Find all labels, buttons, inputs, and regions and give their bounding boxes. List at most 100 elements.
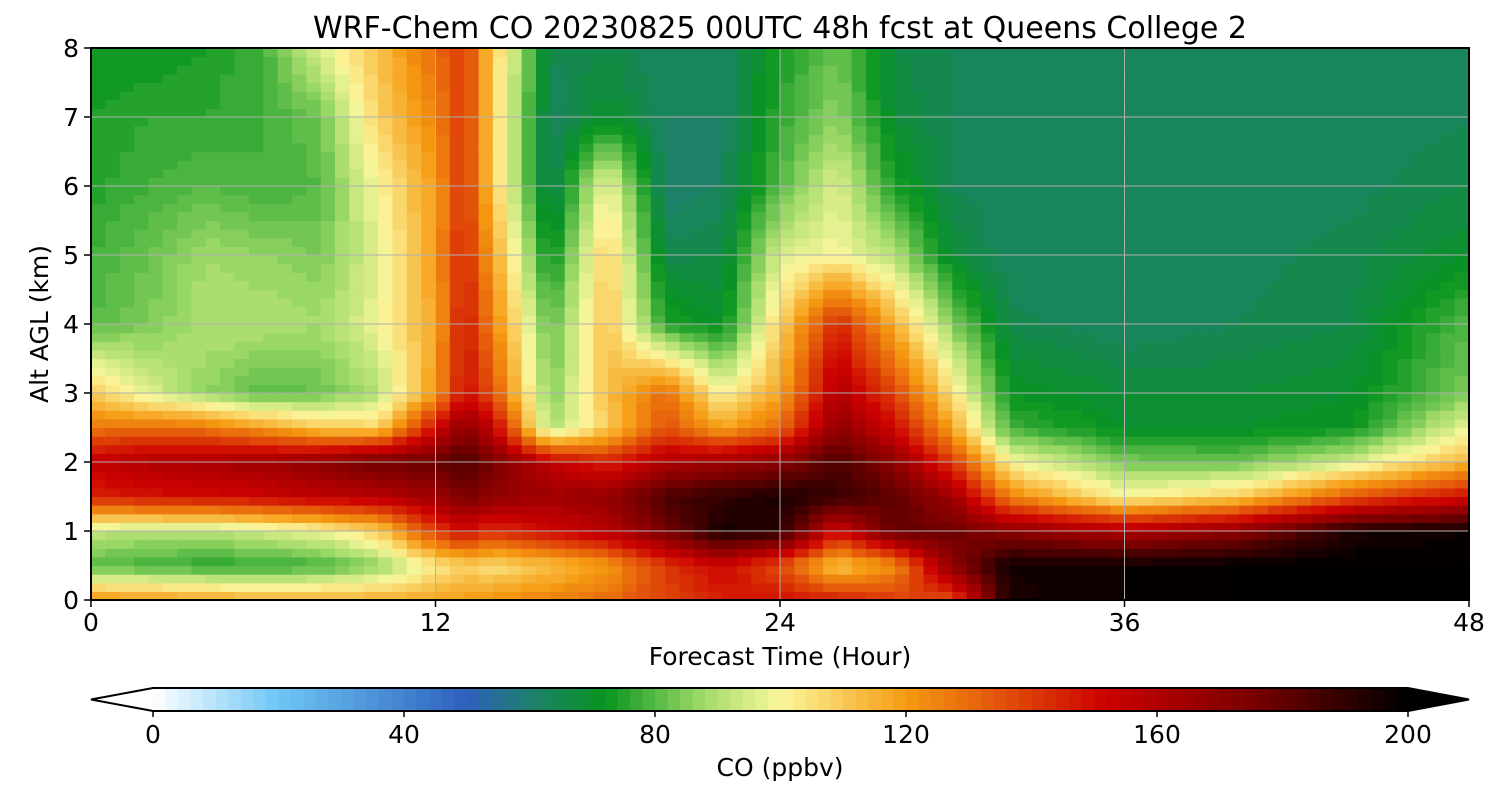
heatmap-cell xyxy=(1009,393,1025,403)
heatmap-cell xyxy=(234,177,250,187)
heatmap-cell xyxy=(1038,332,1054,342)
heatmap-cell xyxy=(234,418,250,429)
heatmap-cell xyxy=(349,556,365,567)
heatmap-cell xyxy=(909,324,925,334)
heatmap-cell xyxy=(1325,582,1341,592)
heatmap-cell xyxy=(449,220,465,230)
heatmap-cell xyxy=(277,574,293,584)
heatmap-cell xyxy=(1282,332,1298,342)
heatmap-cell xyxy=(277,539,293,549)
heatmap-cell xyxy=(1224,306,1240,316)
heatmap-cell xyxy=(894,324,910,334)
heatmap-cell xyxy=(248,289,264,299)
heatmap-cell xyxy=(808,151,824,161)
heatmap-cell xyxy=(148,556,164,567)
heatmap-cell xyxy=(277,556,293,567)
heatmap-cell xyxy=(1454,229,1469,239)
heatmap-cell xyxy=(1095,177,1111,187)
heatmap-cell xyxy=(162,203,178,213)
heatmap-cell xyxy=(263,367,279,377)
heatmap-cell xyxy=(1124,151,1140,161)
heatmap-cell xyxy=(306,203,322,213)
heatmap-cell xyxy=(234,565,250,575)
heatmap-cell xyxy=(507,565,523,575)
heatmap-cell xyxy=(794,298,810,308)
heatmap-cell xyxy=(119,513,135,523)
heatmap-cell xyxy=(177,505,193,515)
heatmap-cell xyxy=(679,263,695,273)
heatmap-cell xyxy=(263,539,279,549)
heatmap-cell xyxy=(1440,255,1456,265)
heatmap-cell xyxy=(1181,427,1197,437)
heatmap-cell xyxy=(1167,367,1183,377)
heatmap-cell xyxy=(593,168,609,178)
heatmap-cell xyxy=(1296,186,1312,196)
heatmap-cell xyxy=(306,401,322,411)
heatmap-cell xyxy=(134,522,150,532)
heatmap-cell xyxy=(650,263,666,273)
heatmap-cell xyxy=(263,384,279,394)
heatmap-cell xyxy=(751,367,767,377)
heatmap-cell xyxy=(607,203,623,213)
heatmap-cell xyxy=(535,444,551,454)
heatmap-cell xyxy=(736,427,752,437)
heatmap-cell xyxy=(780,505,795,515)
heatmap-cell xyxy=(622,332,638,342)
heatmap-cell xyxy=(923,151,939,161)
heatmap-cell xyxy=(1224,591,1240,600)
heatmap-cell xyxy=(1110,479,1126,489)
heatmap-cell xyxy=(191,393,207,403)
heatmap-cell xyxy=(191,522,207,532)
heatmap-cell xyxy=(1397,220,1413,230)
heatmap-cell xyxy=(263,211,279,222)
heatmap-cell xyxy=(1052,470,1068,480)
heatmap-cell xyxy=(1239,539,1255,549)
heatmap-cell xyxy=(277,358,293,368)
heatmap-cell xyxy=(119,548,135,558)
heatmap-cell xyxy=(952,194,968,204)
heatmap-cell xyxy=(363,203,379,213)
heatmap-cell xyxy=(1110,229,1126,239)
heatmap-cell xyxy=(1253,444,1269,454)
heatmap-cell xyxy=(435,298,451,308)
heatmap-cell xyxy=(1038,177,1054,187)
heatmap-cell xyxy=(1454,539,1469,549)
heatmap-cell xyxy=(492,453,508,463)
heatmap-cell xyxy=(866,272,882,282)
heatmap-cell xyxy=(1138,470,1154,480)
heatmap-cell xyxy=(1454,315,1469,325)
heatmap-cell xyxy=(980,280,996,291)
heatmap-cell xyxy=(1397,272,1413,282)
heatmap-cell xyxy=(851,496,867,506)
heatmap-cell xyxy=(1368,315,1384,325)
heatmap-cell xyxy=(1239,470,1255,480)
heatmap-cell xyxy=(335,160,350,170)
heatmap-cell xyxy=(91,315,106,325)
heatmap-cell xyxy=(564,522,580,532)
heatmap-cell xyxy=(119,410,135,420)
heatmap-cell xyxy=(507,401,523,411)
heatmap-cell xyxy=(650,487,666,498)
heatmap-cell xyxy=(880,531,896,541)
heatmap-cell xyxy=(1325,272,1341,282)
heatmap-cell xyxy=(794,220,810,230)
heatmap-cell xyxy=(105,289,121,299)
heatmap-cell xyxy=(894,151,910,161)
heatmap-cell xyxy=(162,574,178,584)
heatmap-cell xyxy=(1268,470,1283,480)
heatmap-cell xyxy=(751,211,767,222)
heatmap-cell xyxy=(1038,194,1054,204)
heatmap-cell xyxy=(1024,263,1039,273)
heatmap-cell xyxy=(320,591,336,600)
heatmap-cell xyxy=(593,522,609,532)
heatmap-cell xyxy=(980,410,996,420)
heatmap-cell xyxy=(593,401,609,411)
heatmap-cell xyxy=(1425,289,1441,299)
heatmap-cell xyxy=(794,177,810,187)
heatmap-cell xyxy=(105,470,121,480)
heatmap-cell xyxy=(1138,462,1154,472)
heatmap-cell xyxy=(507,324,523,334)
heatmap-cell xyxy=(980,263,996,273)
heatmap-cell xyxy=(693,591,709,600)
heatmap-cell xyxy=(866,324,882,334)
